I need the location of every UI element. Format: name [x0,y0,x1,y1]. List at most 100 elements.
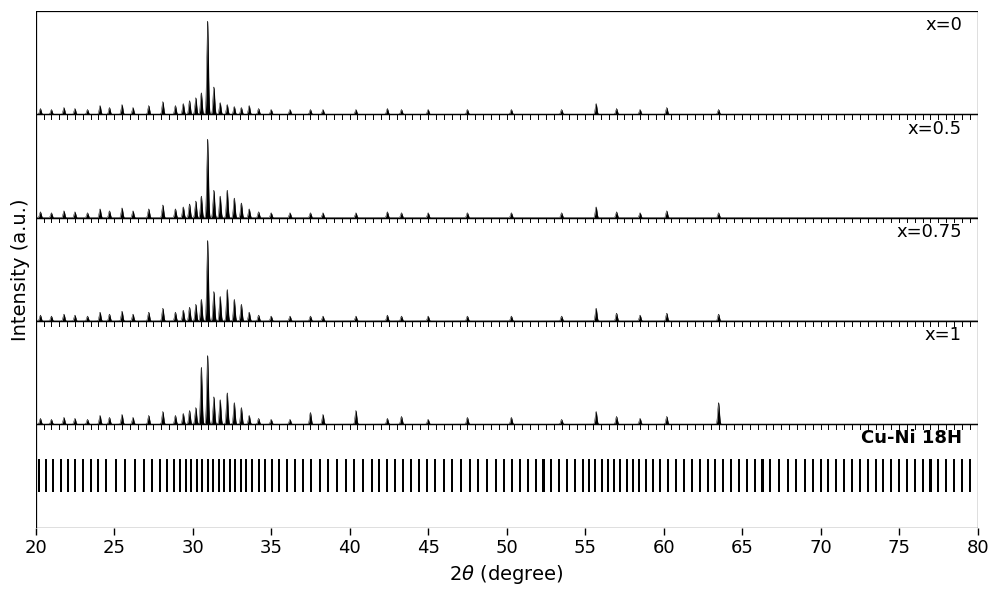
Bar [890,459,892,493]
Bar [632,459,634,493]
Bar [426,459,428,493]
Bar [362,459,364,493]
Bar [278,459,280,493]
Bar [619,459,621,493]
Bar [961,459,963,493]
Bar [795,459,797,493]
Bar [827,459,829,493]
Bar [240,459,242,493]
Bar [207,459,209,493]
Bar [460,459,462,493]
Text: x=0.75: x=0.75 [896,223,962,241]
Bar [511,459,513,493]
Bar [245,459,247,493]
Bar [503,459,505,493]
Bar [251,459,253,493]
Bar [469,459,471,493]
Bar [953,459,955,493]
Bar [105,459,107,493]
Bar [74,459,76,493]
Bar [495,459,497,493]
Bar [443,459,445,493]
Bar [151,459,153,493]
Text: x=0: x=0 [925,16,962,34]
Bar [594,459,596,493]
Bar [286,459,288,493]
Text: x=1: x=1 [925,326,962,344]
Bar [558,459,560,493]
Bar [45,459,47,493]
Bar [159,459,161,493]
Bar [519,459,521,493]
Bar [166,459,168,493]
Bar [386,459,388,493]
Bar [754,459,756,493]
Bar [969,459,971,493]
Bar [645,459,647,493]
Bar [652,459,654,493]
Bar [898,459,900,493]
Bar [418,459,420,493]
Bar [218,459,220,493]
Bar [196,459,198,493]
Bar [675,459,677,493]
Bar [124,459,126,493]
Bar [378,459,380,493]
Bar [234,459,236,493]
Bar [714,459,716,493]
Bar [738,459,740,493]
Bar [410,459,412,493]
Bar [345,459,347,493]
Bar [722,459,724,493]
Bar [477,459,479,493]
Bar [914,459,916,493]
Text: x=0.5: x=0.5 [908,119,962,137]
Bar [327,459,329,493]
Bar [486,459,488,493]
X-axis label: $2\theta$ (degree): $2\theta$ (degree) [449,563,564,586]
Bar [67,459,69,493]
Bar [542,459,545,493]
Bar [185,459,187,493]
Bar [683,459,685,493]
Bar [97,459,99,493]
Bar [566,459,568,493]
Bar [264,459,266,493]
Bar [843,459,845,493]
Bar [638,459,640,493]
Bar [867,459,869,493]
Bar [434,459,436,493]
Bar [371,459,373,493]
Bar [134,459,136,493]
Bar [835,459,837,493]
Bar [179,459,181,493]
Bar [82,459,84,493]
Bar [38,459,40,493]
Bar [787,459,789,493]
Bar [294,459,296,493]
Bar [319,459,321,493]
Bar [258,459,260,493]
Bar [115,459,117,493]
Bar [173,459,175,493]
Bar [945,459,947,493]
Bar [201,459,203,493]
Bar [212,459,214,493]
Bar [820,459,822,493]
Bar [929,459,932,493]
Bar [143,459,145,493]
Bar [761,459,764,493]
Bar [574,459,576,493]
Bar [394,459,396,493]
Bar [190,459,192,493]
Bar [535,459,537,493]
Bar [223,459,225,493]
Bar [588,459,590,493]
Bar [882,459,884,493]
Bar [875,459,877,493]
Bar [527,459,529,493]
Bar [607,459,609,493]
Bar [922,459,924,493]
Bar [906,459,908,493]
Bar [550,459,552,493]
